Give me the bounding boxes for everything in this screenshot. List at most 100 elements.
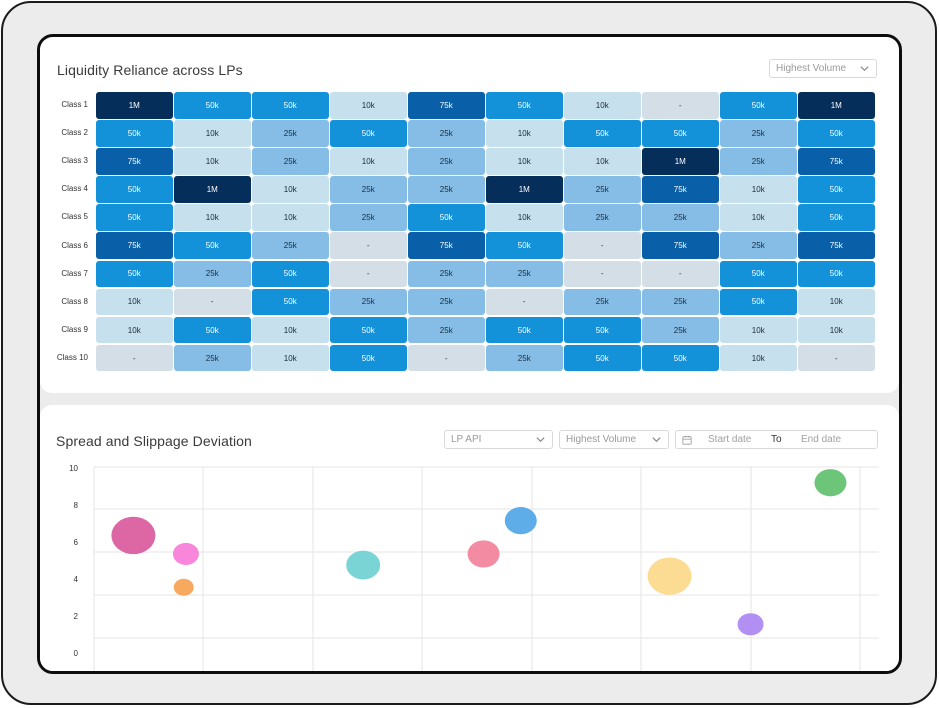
heatmap-row-label: Class 3 [61, 156, 88, 166]
heatmap-cell: 10k [564, 92, 641, 119]
heatmap-cell: 25k [174, 260, 251, 288]
heatmap-cell: 10k [720, 176, 797, 203]
date-to-label: To [771, 434, 782, 445]
heatmap-cell: 75k [408, 232, 485, 260]
heatmap-cell: 75k [96, 148, 173, 175]
heatmap-cell: 50k [798, 176, 875, 203]
heatmap-cell: 50k [798, 260, 875, 288]
chevron-down-icon [536, 437, 545, 443]
heatmap-cell: 1M [96, 92, 173, 119]
heatmap-grid: 1M 50k 50k 10k 75k 50k 10k -50k 1M 50k 10k 25k 50k 25… [96, 92, 875, 372]
heatmap-cell: 10k [486, 120, 563, 147]
y-tick-label: 10 [69, 464, 78, 473]
heatmap-cell: 25k [720, 232, 797, 260]
heatmap-cell: 25k [330, 176, 407, 203]
heatmap-sort-select[interactable]: Highest Volume [769, 59, 877, 78]
heatmap-cell: 50k [330, 344, 407, 372]
heatmap-cell: - [96, 344, 173, 372]
volume-select[interactable]: Highest Volume [559, 430, 669, 449]
bubble-point[interactable] [647, 557, 692, 595]
heatmap-cell: 25k [408, 288, 485, 316]
heatmap-cell: 50k [408, 204, 485, 231]
heatmap-cell: 50k [96, 260, 173, 288]
heatmap-cell: 10k [252, 204, 329, 231]
heatmap-cell: 50k [330, 316, 407, 344]
calendar-icon [682, 435, 692, 445]
heatmap-cell: 25k [408, 260, 485, 288]
heatmap-cell: 50k [642, 344, 719, 372]
lp-select-value: LP API [451, 434, 482, 445]
heatmap-cell: 25k [408, 176, 485, 203]
heatmap-sort-value: Highest Volume [776, 63, 847, 74]
date-range-picker[interactable]: Start date To End date [675, 430, 878, 449]
heatmap-cell: - [174, 288, 251, 316]
heatmap-row-label: Class 2 [61, 128, 88, 138]
heatmap-cell: - [564, 232, 641, 260]
heatmap-cell: 50k [564, 316, 641, 344]
y-tick-label: 4 [74, 575, 79, 584]
heatmap-cell: - [486, 288, 563, 316]
heatmap-cell: 75k [642, 232, 719, 260]
spread-slippage-card: Spread and Slippage Deviation LP API Hig… [40, 405, 899, 671]
heatmap-cell: 75k [642, 176, 719, 203]
heatmap-cell: 10k [798, 316, 875, 344]
liquidity-heatmap-card: Liquidity Reliance across LPs Highest Vo… [40, 37, 899, 393]
end-date-input[interactable]: End date [801, 434, 842, 445]
heatmap-cell: - [408, 344, 485, 372]
heatmap-row-label: Class 4 [61, 184, 88, 194]
heatmap-cell: 50k [174, 92, 251, 119]
chevron-down-icon [860, 66, 869, 72]
heatmap-cell: 50k [96, 120, 173, 147]
heatmap-row-label: Class 8 [61, 296, 88, 306]
heatmap-cell: 10k [486, 148, 563, 175]
heatmap-row-label: Class 7 [61, 268, 88, 278]
heatmap-cell: 25k [252, 232, 329, 260]
bubble-point[interactable] [346, 550, 381, 580]
heatmap-cell: 50k [798, 204, 875, 231]
heatmap-cell: 25k [486, 344, 563, 372]
heatmap-cell: 10k [486, 204, 563, 231]
heatmap-cell: 75k [408, 92, 485, 119]
heatmap-cell: 50k [252, 260, 329, 288]
bubble-point[interactable] [737, 613, 764, 636]
start-date-input[interactable]: Start date [708, 434, 752, 445]
heatmap-cell: - [330, 232, 407, 260]
y-tick-label: 0 [74, 649, 79, 658]
heatmap-cell: 50k [720, 92, 797, 119]
heatmap-cell: 10k [252, 316, 329, 344]
bubble-point[interactable] [467, 540, 500, 568]
heatmap-cell: 10k [252, 344, 329, 372]
heatmap-cell: 50k [486, 316, 563, 344]
heatmap-cell: 10k [330, 92, 407, 119]
heatmap-cell: 10k [174, 148, 251, 175]
bubble-point[interactable] [504, 507, 537, 535]
heatmap-row-label: Class 9 [61, 324, 88, 334]
heatmap-cell: 25k [720, 148, 797, 175]
heatmap-cell: 10k [720, 204, 797, 231]
heatmap-cell: 50k [174, 316, 251, 344]
heatmap-cell: 10k [174, 120, 251, 147]
heatmap-cell: 25k [252, 148, 329, 175]
bubble-point[interactable] [172, 542, 199, 565]
heatmap-cell: 25k [642, 204, 719, 231]
bubble-point[interactable] [111, 516, 156, 555]
heatmap-row-label: Class 1 [61, 100, 88, 109]
heatmap-cell: 75k [96, 232, 173, 260]
heatmap-cell: 25k [330, 204, 407, 231]
heatmap-cell: 50k [486, 232, 563, 260]
bubble-title: Spread and Slippage Deviation [56, 433, 252, 449]
heatmap-cell: 50k [720, 288, 797, 316]
heatmap-cell: 50k [252, 288, 329, 316]
heatmap-cell: 25k [330, 288, 407, 316]
heatmap-row-label: Class 6 [61, 240, 88, 250]
heatmap-cell: 10k [330, 148, 407, 175]
bubble-point[interactable] [814, 469, 847, 497]
heatmap-cell: 25k [408, 316, 485, 344]
heatmap-cell: 10k [252, 176, 329, 203]
heatmap-cell: 1M [486, 176, 563, 203]
bubble-chart: 10 8 6 4 2 0 [69, 464, 879, 671]
bubble-point[interactable] [173, 578, 194, 596]
lp-select[interactable]: LP API [444, 430, 553, 449]
heatmap-cell: 1M [174, 176, 251, 203]
heatmap-cell: 25k [642, 316, 719, 344]
